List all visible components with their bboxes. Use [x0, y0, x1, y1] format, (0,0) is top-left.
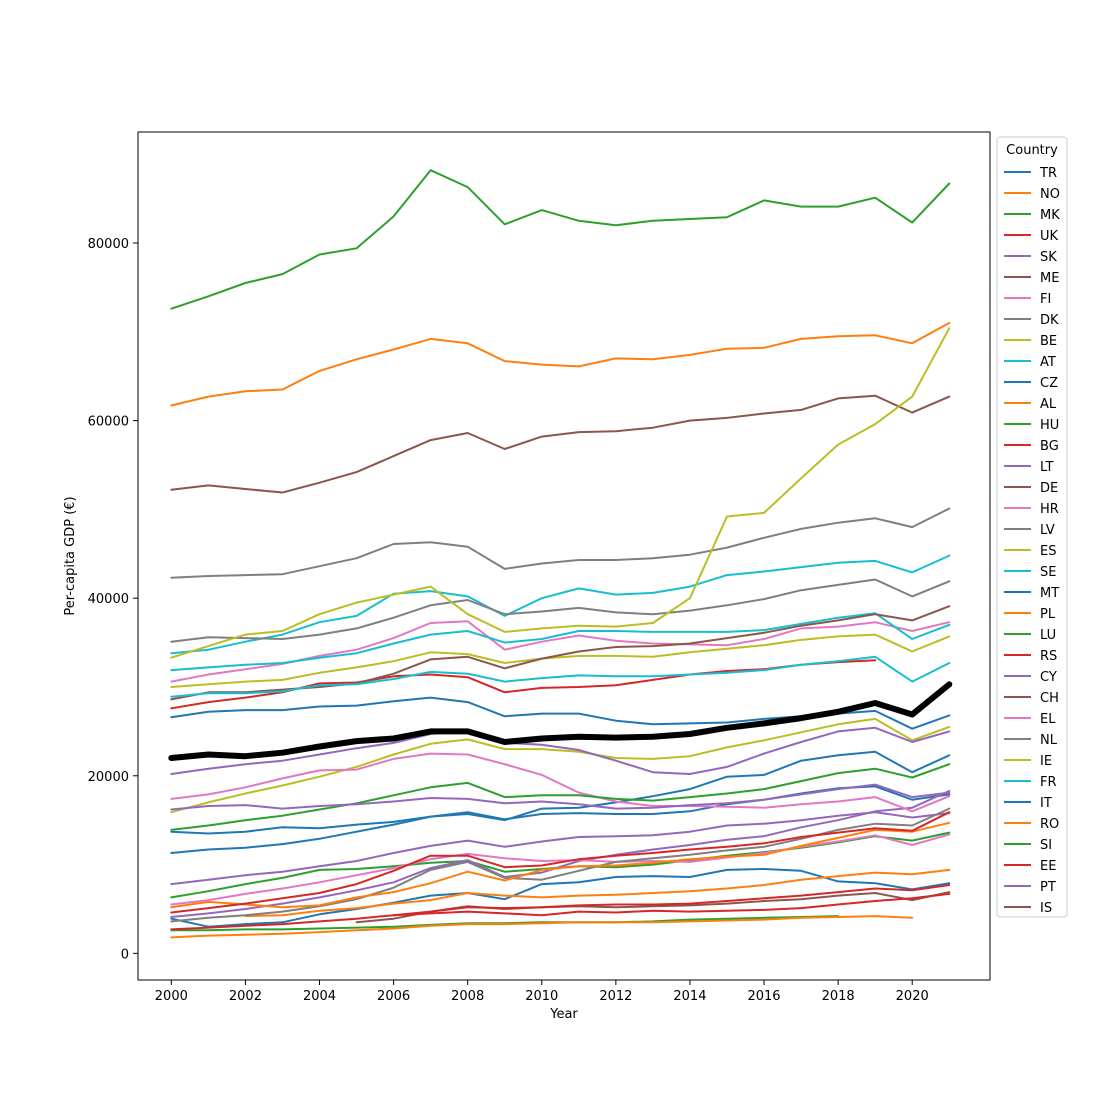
x-axis-label: Year [549, 1007, 578, 1022]
legend-label-tr: TR [1039, 166, 1057, 181]
series-line-hr [170, 833, 951, 906]
legend-label-mt: MT [1040, 586, 1059, 601]
legend-label-al: AL [1040, 397, 1057, 412]
series-line-pt [170, 783, 951, 811]
x-axis: 2000 2002 2004 2006 2008 2010 2012 2014 2016 2018… [155, 980, 929, 1004]
legend-label-be: BE [1040, 334, 1057, 349]
legend-label-de: DE [1040, 481, 1058, 496]
legend-label-ee: EE [1040, 859, 1056, 874]
series-line-se [170, 554, 951, 655]
legend-label-se: SE [1040, 565, 1056, 580]
legend-label-es: ES [1040, 544, 1056, 559]
series-line-nl [170, 578, 951, 643]
series-line-sk [170, 811, 951, 886]
legend-label-hr: HR [1040, 502, 1059, 517]
series-line-el [170, 752, 951, 813]
y-tick-label: 80000 [88, 237, 129, 252]
legend-title: Country [1006, 143, 1058, 158]
series-line-pl [170, 821, 951, 909]
legend-label-mk: MK [1040, 208, 1060, 223]
legend-label-lv: LV [1040, 523, 1055, 538]
series-line-rs [392, 892, 951, 917]
y-tick-label: 0 [121, 947, 129, 962]
legend-label-no: NO [1040, 187, 1060, 202]
legend-label-bg: BG [1040, 439, 1059, 454]
series-line-si [170, 763, 951, 831]
series-line-es [170, 717, 951, 814]
x-tick-label: 2016 [747, 989, 780, 1004]
series-line-lu [170, 169, 951, 310]
series-line-fr [170, 655, 951, 698]
legend: Country TR NO MK UK SK ME FI DK BE AT CZ AL HU BG LT DE H… [996, 136, 1068, 918]
legend-label-lu: LU [1040, 628, 1056, 643]
y-axis: 0 20000 40000 60000 80000 [88, 237, 138, 962]
series-line-eu [168, 681, 953, 761]
series-line-ro [170, 915, 914, 939]
legend-label-si: SI [1040, 838, 1052, 853]
series-line-bg [170, 884, 951, 931]
y-tick-label: 60000 [88, 415, 129, 430]
legend-label-cz: CZ [1040, 376, 1058, 391]
x-tick-label: 2004 [303, 989, 336, 1004]
legend-label-ch: CH [1040, 691, 1059, 706]
x-tick-label: 2000 [155, 989, 188, 1004]
legend-label-nl: NL [1040, 733, 1058, 748]
y-tick-label: 20000 [88, 770, 129, 785]
x-tick-label: 2008 [451, 989, 484, 1004]
legend-label-it: IT [1040, 796, 1052, 811]
x-tick-label: 2014 [673, 989, 706, 1004]
series-line-no [170, 321, 951, 407]
x-tick-label: 2020 [896, 989, 929, 1004]
y-axis-label: Per-capita GDP (€) [63, 496, 78, 615]
legend-label-pt: PT [1040, 880, 1056, 895]
series-line-ee [170, 811, 951, 914]
series-line-dk [170, 507, 951, 579]
legend-label-ie: IE [1040, 754, 1052, 769]
legend-label-cy: CY [1040, 670, 1057, 685]
series-line-be [170, 633, 951, 688]
x-tick-label: 2018 [822, 989, 855, 1004]
series-line-al [244, 868, 951, 918]
plot-area [137, 131, 991, 981]
legend-label-at: AT [1040, 355, 1056, 370]
x-tick-label: 2012 [599, 989, 632, 1004]
series-line-ch [170, 394, 951, 494]
legend-label-lt: LT [1040, 460, 1053, 475]
x-tick-label: 2006 [377, 989, 410, 1004]
legend-label-fr: FR [1040, 775, 1057, 790]
legend-label-pl: PL [1040, 607, 1056, 622]
legend-label-me: ME [1040, 271, 1059, 286]
x-tick-label: 2002 [229, 989, 262, 1004]
series-line-cy [170, 726, 951, 775]
legend-label-fi: FI [1040, 292, 1051, 307]
y-tick-label: 40000 [88, 592, 129, 607]
series-line-at [170, 612, 951, 672]
legend-label-uk: UK [1040, 229, 1059, 244]
legend-label-ro: RO [1040, 817, 1059, 832]
legend-label-el: EL [1040, 712, 1056, 727]
legend-label-hu: HU [1040, 418, 1059, 433]
series-line-mt [170, 750, 951, 835]
legend-label-is: IS [1040, 901, 1052, 916]
series-line-lt [170, 789, 951, 918]
series-lines [168, 169, 953, 939]
legend-label-sk: SK [1040, 250, 1057, 265]
series-line-tr [170, 868, 951, 928]
legend-label-dk: DK [1040, 313, 1059, 328]
series-line-ie [170, 327, 951, 659]
legend-label-rs: RS [1040, 649, 1057, 664]
x-tick-label: 2010 [525, 989, 558, 1004]
legend-box [996, 136, 1068, 918]
